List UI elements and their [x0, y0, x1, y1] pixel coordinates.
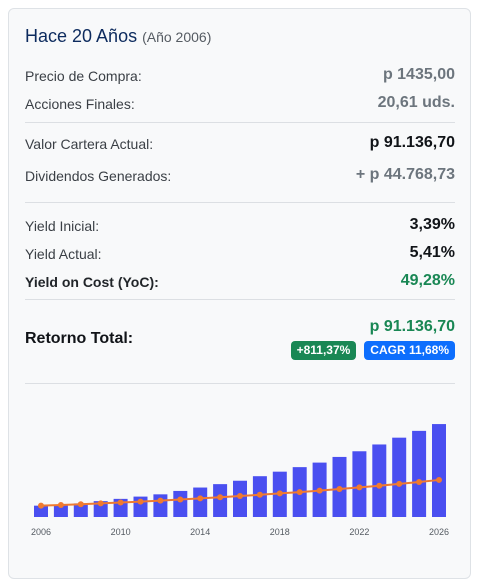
- initial-yield-row: Yield Inicial: 3,39%: [25, 215, 455, 237]
- chart-point: [177, 496, 184, 503]
- chart-point: [217, 494, 224, 501]
- dividends-label: Dividendos Generados:: [25, 168, 172, 184]
- cagr-badge: CAGR 11,68%: [364, 341, 455, 360]
- dividends-row: Dividendos Generados: + p 44.768,73: [25, 165, 455, 187]
- total-return-label: Retorno Total:: [25, 330, 134, 347]
- chart-bar: [432, 424, 446, 517]
- chart-point: [436, 476, 442, 483]
- yoc-value: 49,28%: [400, 272, 455, 289]
- divider: [25, 383, 455, 384]
- yoc-row: Yield on Cost (YoC): 49,28%: [25, 271, 455, 293]
- chart-point: [137, 498, 144, 505]
- yoc-label: Yield on Cost (YoC):: [25, 274, 159, 290]
- card-title: Hace 20 Años (Año 2006): [25, 26, 211, 47]
- chart-point: [336, 486, 343, 493]
- chart-point: [57, 501, 64, 508]
- initial-yield-label: Yield Inicial:: [25, 218, 100, 234]
- chart-bar: [53, 504, 68, 517]
- return-percent-badge: +811,37%: [290, 341, 357, 360]
- chart-point: [237, 493, 243, 500]
- chart-point: [38, 502, 44, 509]
- title-year: (Año 2006): [142, 29, 212, 45]
- chart-point: [416, 478, 423, 485]
- chart-bar: [412, 430, 427, 517]
- chart-point: [77, 501, 84, 508]
- chart-tick-label: 2014: [190, 527, 210, 537]
- chart-bar: [193, 487, 208, 517]
- purchase-price-label: Precio de Compra:: [25, 68, 142, 84]
- chart-point: [356, 484, 363, 491]
- divider: [25, 299, 455, 300]
- final-shares-row: Acciones Finales: 20,61 uds.: [25, 93, 455, 115]
- chart-tick-label: 2022: [349, 527, 369, 537]
- chart-point: [276, 490, 283, 497]
- dividends-value: + p 44.768,73: [355, 166, 455, 183]
- chart-point: [296, 489, 303, 496]
- chart-bar: [392, 437, 407, 517]
- chart-point: [197, 495, 204, 502]
- chart-point: [256, 491, 263, 498]
- purchase-price-row: Precio de Compra: p 1435,00: [25, 65, 455, 87]
- chart-tick-label: 2010: [111, 527, 131, 537]
- chart-point: [396, 480, 403, 487]
- chart-point: [117, 499, 124, 506]
- chart-point: [157, 497, 164, 504]
- purchase-price-value: p 1435,00: [382, 66, 455, 83]
- current-yield-row: Yield Actual: 5,41%: [25, 243, 455, 265]
- final-shares-label: Acciones Finales:: [25, 96, 135, 112]
- current-yield-label: Yield Actual:: [25, 246, 102, 262]
- history-card: Hace 20 Años (Año 2006) Precio de Compra…: [8, 8, 471, 579]
- chart-bar: [34, 505, 48, 517]
- initial-yield-value: 3,39%: [409, 216, 455, 233]
- chart-bar: [93, 501, 108, 517]
- chart-point: [97, 500, 104, 507]
- total-badges: +811,37% CAGR 11,68%: [290, 341, 455, 360]
- chart-bar: [372, 444, 387, 517]
- portfolio-value-label: Valor Cartera Actual:: [25, 136, 154, 152]
- portfolio-value-row: Valor Cartera Actual: p 91.136,70: [25, 133, 455, 155]
- chart-tick-label: 2018: [270, 527, 290, 537]
- title-text: Hace 20 Años: [25, 26, 138, 46]
- final-shares-value: 20,61 uds.: [377, 94, 455, 111]
- chart-bar: [73, 503, 88, 517]
- chart-bar: [352, 451, 367, 517]
- chart-tick-label: 2006: [31, 527, 51, 537]
- chart-bar: [213, 484, 228, 517]
- chart-point: [376, 482, 383, 489]
- portfolio-value-value: p 91.136,70: [369, 134, 455, 151]
- chart-tick-label: 2026: [429, 527, 449, 537]
- chart-point: [316, 487, 323, 494]
- total-return-value: p 91.136,70: [369, 318, 455, 335]
- divider: [25, 122, 455, 123]
- current-yield-value: 5,41%: [409, 244, 455, 261]
- divider: [25, 202, 455, 203]
- growth-chart: 2006 2010 2014 2018 2022 2026: [31, 424, 449, 537]
- chart-bar: [173, 490, 188, 517]
